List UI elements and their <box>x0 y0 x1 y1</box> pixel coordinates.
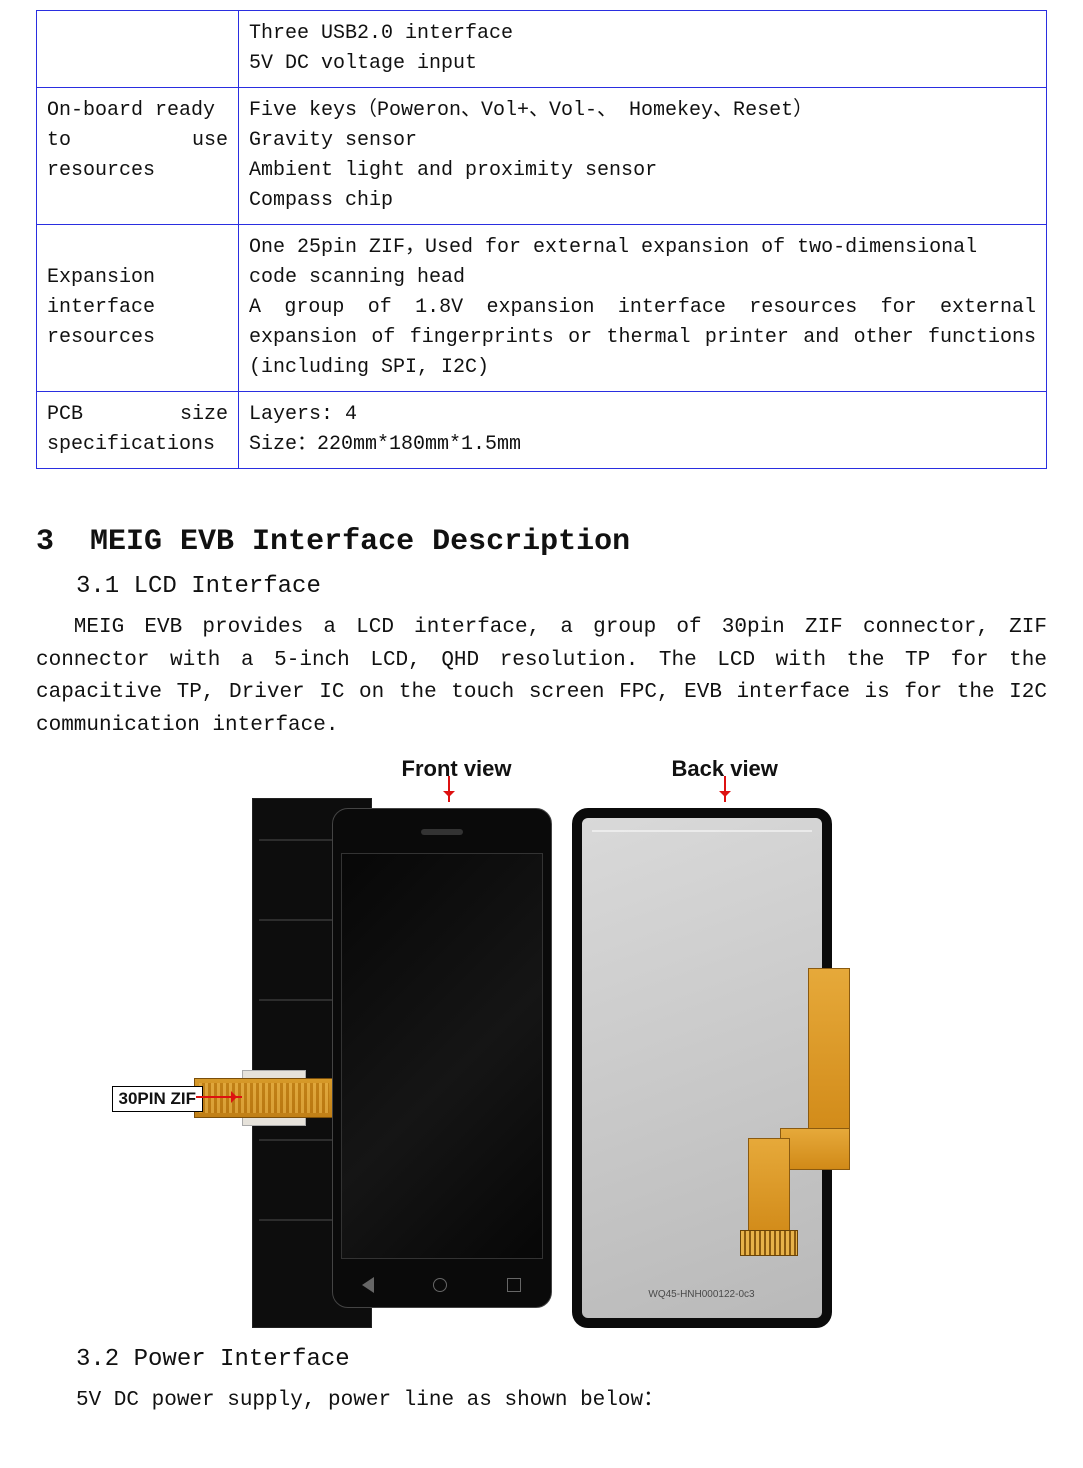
back-icon <box>362 1277 374 1293</box>
subsection-heading: 3.1 LCD Interface <box>76 573 1047 600</box>
paragraph-text: 5V DC power supply, power line as shown … <box>76 1389 664 1412</box>
label-line: PCB size <box>47 400 228 430</box>
table-row: PCB size specifications Layers: 4 Size：2… <box>37 392 1047 469</box>
section-title: MEIG EVB Interface Description <box>90 525 630 559</box>
label-line: resources <box>47 156 228 186</box>
spec-content-cell: One 25pin ZIF，Used for external expansio… <box>239 225 1047 392</box>
zif-label: 30PIN ZIF <box>112 1086 203 1112</box>
label-line: specifications <box>47 430 228 460</box>
label-part: use <box>192 126 228 156</box>
arrow-icon <box>196 1096 242 1098</box>
fpc-cable <box>722 968 842 1248</box>
spec-label-cell: Expansion interface resources <box>37 225 239 392</box>
content-para: One 25pin ZIF，Used for external expansio… <box>249 233 1036 293</box>
subsection-number: 3.2 <box>76 1346 119 1373</box>
table-row: Expansion interface resources One 25pin … <box>37 225 1047 392</box>
arrow-icon <box>724 776 726 802</box>
subsection-number: 3.1 <box>76 573 119 600</box>
spec-label-cell: PCB size specifications <box>37 392 239 469</box>
lcd-figure: Front view Back view <box>192 752 892 1328</box>
recent-icon <box>507 1278 521 1292</box>
spec-label-cell <box>37 11 239 88</box>
spec-label-cell: On-board ready to use resources <box>37 88 239 225</box>
home-icon <box>433 1278 447 1292</box>
spec-table: Three USB2.0 interface 5V DC voltage inp… <box>36 10 1047 469</box>
label-line: On-board ready <box>47 96 228 126</box>
content-para: A group of 1.8V expansion interface reso… <box>249 293 1036 383</box>
label-part: to <box>47 129 71 152</box>
subsection-title: LCD Interface <box>134 573 321 600</box>
spec-content-cell: Layers: 4 Size：220mm*180mm*1.5mm <box>239 392 1047 469</box>
table-row: Three USB2.0 interface 5V DC voltage inp… <box>37 11 1047 88</box>
label-part: PCB <box>47 403 83 426</box>
section-heading: 3 MEIG EVB Interface Description <box>36 525 1047 559</box>
label-part: size <box>180 400 228 430</box>
paragraph: 5V DC power supply, power line as shown … <box>76 1385 1047 1418</box>
paragraph-text: MEIG EVB provides a LCD interface, a gro… <box>36 616 1047 737</box>
section-number: 3 <box>36 525 54 559</box>
paragraph: MEIG EVB provides a LCD interface, a gro… <box>36 612 1047 742</box>
spec-content-cell: Three USB2.0 interface 5V DC voltage inp… <box>239 11 1047 88</box>
back-view-image: WQ45-HNH000122-0c3 <box>572 808 832 1328</box>
front-view-image: 30PIN ZIF <box>252 798 552 1328</box>
table-row: On-board ready to use resources Five key… <box>37 88 1047 225</box>
subsection-heading: 3.2 Power Interface <box>76 1346 1047 1373</box>
label-line: to use <box>47 126 228 156</box>
subsection-title: Power Interface <box>134 1346 350 1373</box>
spec-content-cell: Five keys（Poweron、Vol+、Vol-、 Homekey、Res… <box>239 88 1047 225</box>
front-view-label: Front view <box>402 756 512 782</box>
